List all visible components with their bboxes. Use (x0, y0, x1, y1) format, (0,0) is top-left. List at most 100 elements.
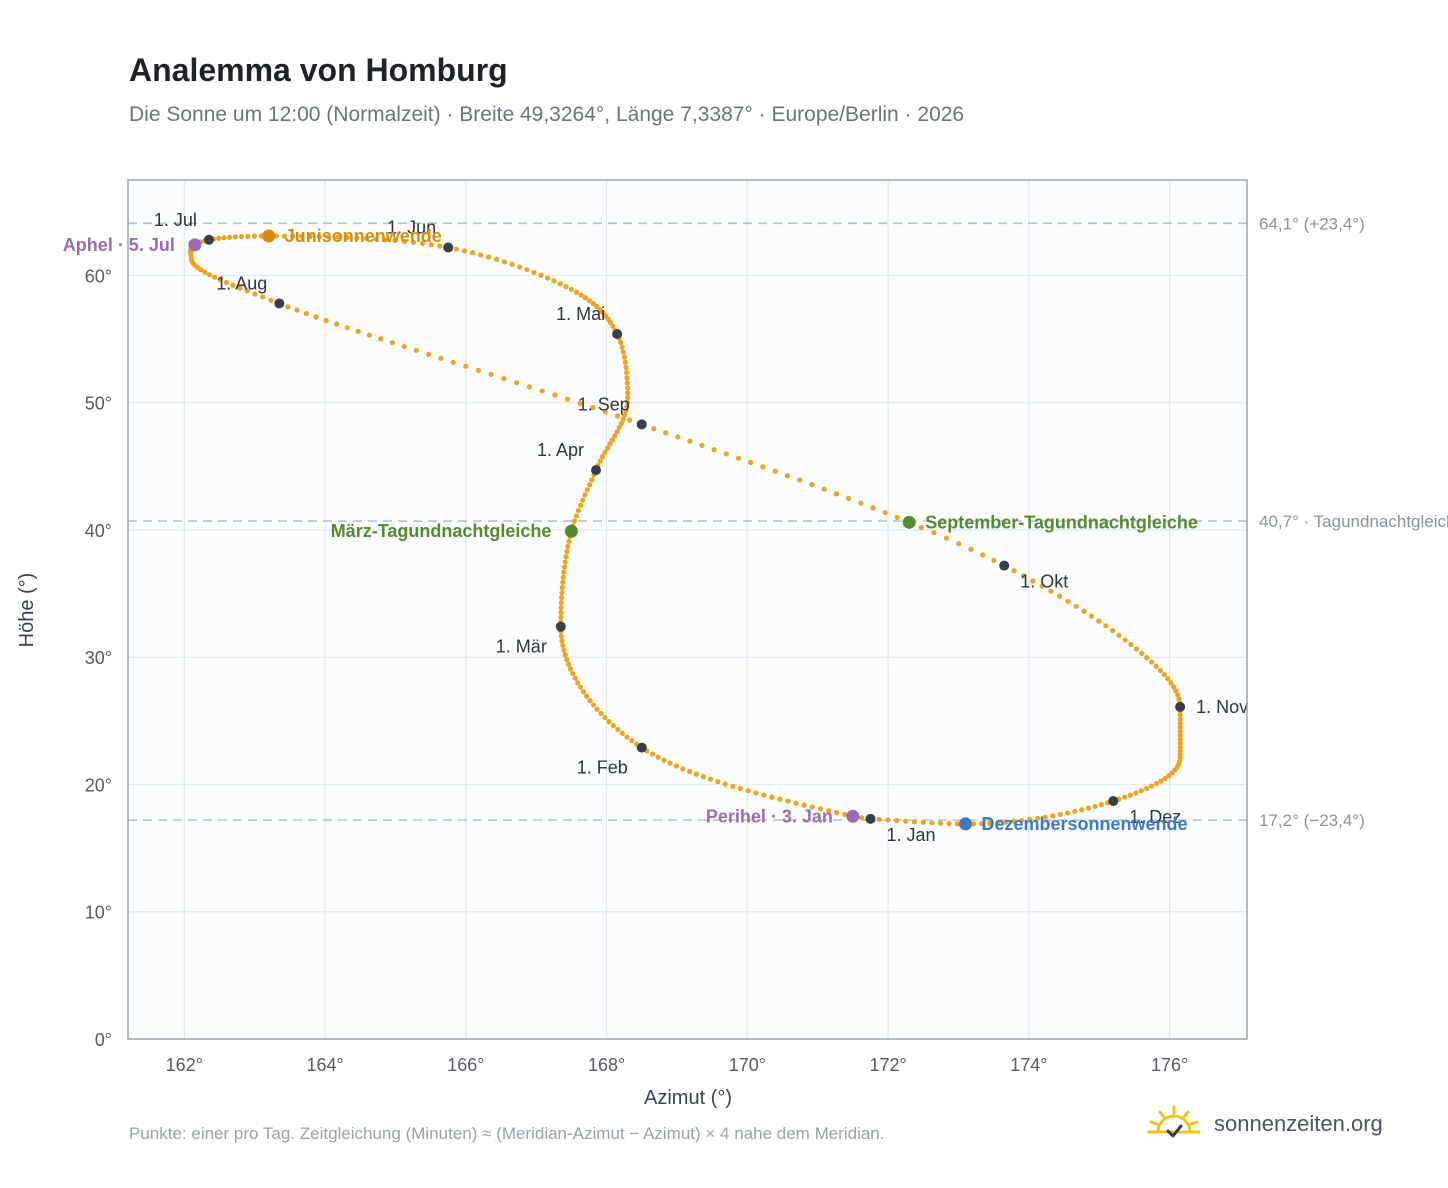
day-point (251, 233, 258, 239)
day-point (363, 235, 370, 242)
day-point (1011, 818, 1017, 824)
day-point (561, 564, 568, 570)
day-point (1157, 667, 1163, 674)
day-point (661, 757, 667, 763)
brand[interactable]: sonnenzeiten.org (1146, 1104, 1383, 1144)
day-point (1096, 618, 1102, 624)
day-point (623, 408, 629, 414)
day-point (216, 235, 222, 241)
month-label: 1. Sep (578, 394, 630, 414)
day-point (1039, 583, 1045, 589)
day-point (198, 267, 204, 273)
event-label: März-Tagundnachtgleiche (331, 521, 552, 541)
day-point (760, 464, 766, 470)
day-point (1073, 603, 1079, 609)
day-point (686, 768, 693, 775)
day-point (501, 375, 507, 382)
day-point (366, 332, 372, 338)
day-point (517, 264, 523, 270)
day-point (995, 820, 1001, 826)
day-point (612, 433, 618, 439)
day-point (616, 424, 622, 431)
day-point (514, 380, 520, 386)
day-point (238, 233, 245, 240)
day-point (478, 252, 484, 258)
day-point (564, 549, 570, 555)
day-point (590, 702, 597, 708)
day-point (559, 589, 565, 596)
day-point (413, 347, 419, 354)
day-point (715, 779, 721, 785)
day-point (943, 535, 949, 541)
day-point (1079, 807, 1085, 813)
day-point (509, 261, 515, 267)
month-label: 1. Jun (387, 217, 436, 237)
day-point (882, 509, 888, 516)
day-point (833, 491, 840, 497)
day-point (920, 819, 926, 825)
day-point (737, 785, 744, 792)
day-point (604, 445, 611, 451)
day-point (1056, 593, 1063, 599)
month-marker (591, 465, 602, 476)
day-point (450, 359, 456, 365)
day-point (753, 790, 759, 796)
day-point (313, 314, 319, 320)
day-point (594, 303, 600, 310)
month-label: 1. Mai (556, 304, 605, 324)
day-point (401, 343, 407, 350)
day-point (970, 821, 977, 827)
day-point (469, 250, 476, 256)
day-point (1139, 650, 1145, 657)
x-tick-label: 164° (306, 1055, 343, 1075)
day-point (524, 267, 530, 273)
day-point (325, 234, 332, 240)
day-point (1088, 613, 1095, 619)
day-point (237, 285, 243, 291)
day-point (558, 599, 564, 606)
day-point (1098, 802, 1105, 808)
day-point (629, 738, 635, 744)
day-point (1144, 655, 1150, 661)
day-point (619, 344, 625, 350)
day-point (1116, 632, 1122, 638)
day-point (410, 239, 417, 245)
day-point (572, 675, 578, 681)
day-point (575, 507, 581, 514)
x-tick-label: 176° (1151, 1055, 1188, 1075)
day-point (769, 794, 775, 800)
day-point (622, 359, 628, 365)
month-label: 1. Jul (154, 210, 197, 230)
day-point (918, 524, 924, 530)
axes: 162° 164° 166° 168° 170° 172° 174° 176° 0° 10° 20°… (85, 266, 1188, 1075)
event-marker (564, 524, 578, 538)
y-tick-label: 60° (85, 266, 112, 286)
event-marker (846, 809, 860, 823)
day-point (589, 477, 595, 483)
day-point (809, 804, 815, 810)
day-point (598, 710, 604, 717)
month-marker (865, 813, 876, 824)
day-point (821, 486, 827, 492)
day-point (929, 820, 935, 826)
day-point (560, 574, 566, 580)
day-point (316, 233, 322, 240)
day-point (425, 351, 432, 357)
event-label: Perihel · 3. Jan (706, 806, 833, 826)
day-point (1122, 637, 1128, 643)
day-point (501, 259, 507, 265)
day-point (565, 661, 572, 667)
day-point (563, 284, 569, 290)
day-point (834, 810, 840, 816)
day-point (562, 652, 568, 658)
day-point (538, 272, 544, 278)
day-point (1153, 780, 1160, 787)
day-point (602, 714, 608, 721)
analemma-curve (188, 233, 1183, 827)
day-point (651, 425, 657, 432)
day-point (1168, 680, 1174, 686)
day-point (571, 518, 578, 524)
day-point (785, 798, 791, 804)
day-point (784, 473, 791, 479)
